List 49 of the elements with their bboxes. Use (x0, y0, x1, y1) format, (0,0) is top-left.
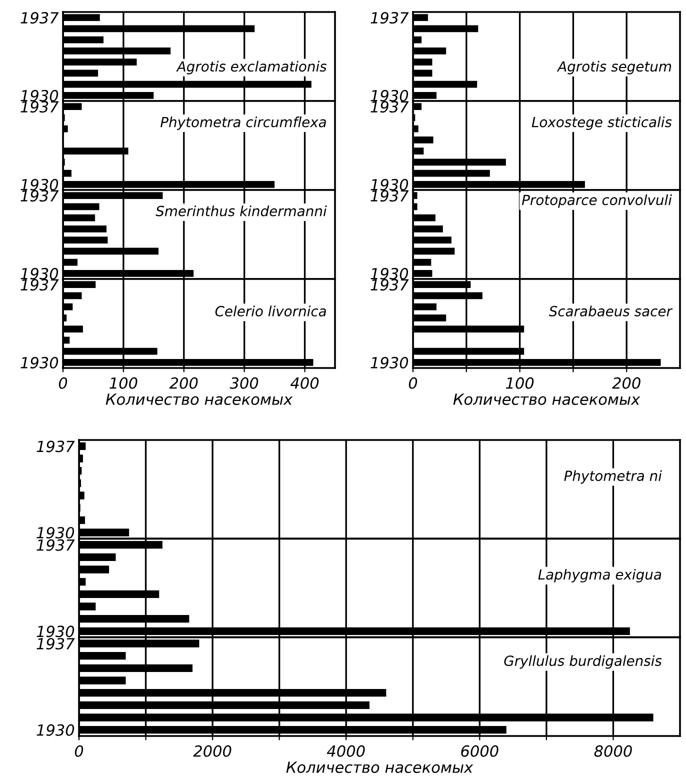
x-tick-label: 100 (110, 377, 138, 389)
y-tick-label: 1937 (20, 190, 59, 202)
text: Loxostege sticticalis (532, 116, 672, 130)
y-tick-label: 1937 (20, 101, 59, 113)
y-tick-label: 1930 (370, 356, 408, 368)
x-tick-label: 8000 (594, 745, 632, 757)
text: Gryllulus burdigalensis (504, 655, 662, 669)
x-axis-title: Количество насекомых (106, 394, 293, 406)
x-tick-label: 300 (230, 377, 258, 389)
y-tick-label: 1937 (36, 440, 75, 452)
x-tick-label: 200 (169, 377, 198, 389)
x-tick-label: 100 (506, 377, 534, 389)
text: Laphygma exigua (538, 568, 662, 582)
chart-title: Protoparce convolvuli (522, 194, 672, 208)
text: Phytometra ni (564, 470, 662, 484)
y-tick-label: 1937 (20, 279, 59, 291)
y-tick-label: 1930 (20, 178, 58, 190)
text: Phytometra circumflexa (160, 116, 326, 130)
y-tick-label: 1930 (370, 268, 408, 280)
y-tick-label: 1930 (36, 626, 74, 638)
x-axis-title: Количество насекомых (286, 762, 474, 774)
y-tick-label: 1930 (36, 526, 74, 539)
x-tick-label: 200 (612, 377, 640, 389)
y-tick-label: 1937 (36, 638, 75, 650)
x-tick-label: 0 (74, 745, 84, 757)
x-tick-label: 0 (408, 377, 418, 389)
y-tick-label: 1930 (36, 724, 74, 736)
x-tick-label: 4000 (326, 745, 365, 757)
y-tick-label: 1930 (370, 90, 408, 102)
x-tick-label: 2000 (193, 745, 232, 757)
x-tick-label: 0 (58, 377, 68, 389)
text: Agrotis exclamationis (176, 60, 327, 74)
text: Celerio livornica (215, 306, 326, 316)
y-tick-label: 1937 (36, 539, 75, 551)
text: Scarabaeus sacer (548, 306, 673, 316)
y-tick-label: 1930 (20, 90, 58, 102)
x-tick-label: 6000 (461, 745, 498, 757)
y-tick-label: 1937 (370, 279, 409, 291)
text: Smerinthus kindermanni (156, 206, 327, 216)
x-axis-title: Количество насекомых (453, 394, 640, 406)
y-tick-label: 1930 (20, 268, 58, 280)
y-tick-label: 1937 (370, 101, 409, 113)
y-tick-label: 1937 (370, 12, 409, 24)
y-tick-label: 1937 (370, 190, 409, 202)
y-tick-label: 1930 (370, 178, 408, 190)
y-tick-label: 1937 (20, 12, 59, 24)
x-tick-label: 400 (290, 377, 319, 389)
y-tick-label: 1930 (20, 356, 58, 368)
text: Agrotis segetum (556, 60, 672, 74)
